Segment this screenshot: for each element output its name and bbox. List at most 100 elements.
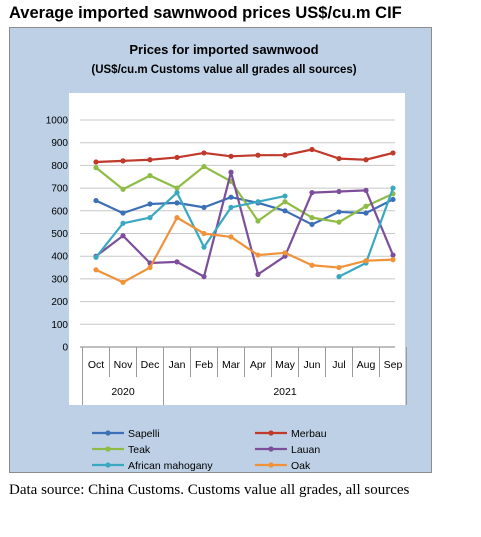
data-point-oak xyxy=(282,250,288,256)
series-line-teak xyxy=(95,165,394,224)
data-point-teak xyxy=(282,199,288,205)
y-tick-label: 400 xyxy=(51,252,68,263)
data-point-merbau xyxy=(93,159,99,165)
series-line-lauan xyxy=(95,171,395,278)
data-point-teak xyxy=(120,186,126,192)
legend-marker xyxy=(105,430,111,436)
data-point-merbau xyxy=(147,157,153,163)
series-layer xyxy=(93,146,396,285)
y-tick-label: 500 xyxy=(51,229,68,240)
data-point-lauan xyxy=(390,252,396,258)
page-title: Average imported sawnwood prices US$/cu.… xyxy=(9,4,402,22)
chart-panel: Prices for imported sawnwood (US$/cu.m C… xyxy=(9,27,432,473)
legend-marker xyxy=(268,446,274,452)
data-point-teak xyxy=(201,163,207,170)
data-point-oak xyxy=(309,262,315,268)
x-tick-label: May xyxy=(275,359,296,371)
gridlines xyxy=(80,119,395,325)
series-teak xyxy=(93,163,396,225)
data-point-merbau xyxy=(390,150,396,156)
data-point-oak xyxy=(93,267,99,273)
x-tick-label: Aug xyxy=(357,359,376,371)
data-point-oak xyxy=(147,264,153,271)
data-point-lauan xyxy=(363,187,369,193)
data-point-sapelli xyxy=(336,209,342,215)
data-point-oak xyxy=(336,264,342,271)
year-label: 2021 xyxy=(273,386,297,398)
legend-item-lauan: Lauan xyxy=(255,444,320,456)
chart-subtitle: (US$/cu.m Customs value all grades all s… xyxy=(91,64,356,76)
data-point-african-mahogany xyxy=(282,193,288,199)
x-tick-label: Jan xyxy=(169,359,186,371)
year-label: 2020 xyxy=(111,386,135,398)
data-point-african-mahogany xyxy=(336,274,342,280)
data-point-oak xyxy=(363,258,369,264)
data-point-african-mahogany xyxy=(390,185,396,191)
legend-label: Sapelli xyxy=(128,428,160,440)
chart-title: Prices for imported sawnwood xyxy=(129,42,318,57)
axes: 0 100 200 300 400 500 600 700 800 900 1000 Oct Nov De… xyxy=(46,116,407,405)
legend-marker xyxy=(105,446,111,452)
y-tick-label: 900 xyxy=(51,138,68,149)
x-tick-label: Mar xyxy=(222,359,241,371)
data-point-lauan xyxy=(174,259,180,265)
data-point-lauan xyxy=(336,188,342,195)
data-point-teak xyxy=(174,185,180,191)
series-line-oak xyxy=(95,216,394,284)
x-tick-label: Oct xyxy=(88,359,104,371)
legend-marker xyxy=(268,430,274,436)
data-point-african-mahogany xyxy=(228,204,234,210)
data-point-lauan xyxy=(255,271,261,277)
data-point-sapelli xyxy=(120,210,126,216)
legend-label: Teak xyxy=(128,444,151,456)
x-tick-label: Sep xyxy=(384,359,403,371)
line-chart: Prices for imported sawnwood (US$/cu.m C… xyxy=(46,42,407,472)
caption: Data source: China Customs. Customs valu… xyxy=(9,482,410,498)
data-point-merbau xyxy=(201,150,207,156)
legend: Sapelli Merbau Teak Lauan African mahogany Oa… xyxy=(92,428,327,472)
data-point-african-mahogany xyxy=(120,220,126,226)
y-tick-label: 600 xyxy=(51,206,68,217)
y-tick-label: 300 xyxy=(51,274,68,285)
legend-marker xyxy=(268,462,274,468)
data-point-african-mahogany xyxy=(93,254,99,260)
data-point-oak xyxy=(255,252,261,258)
legend-item-sapelli: Sapelli xyxy=(92,428,160,440)
data-point-teak xyxy=(336,219,342,225)
data-point-african-mahogany xyxy=(255,199,261,205)
data-point-lauan xyxy=(228,169,234,175)
data-point-sapelli xyxy=(228,194,234,200)
data-point-african-mahogany xyxy=(201,244,207,250)
legend-marker xyxy=(105,462,111,468)
data-point-merbau xyxy=(255,152,261,158)
x-tick-label: Feb xyxy=(195,359,213,371)
x-tick-label: Apr xyxy=(250,359,267,371)
data-point-sapelli xyxy=(201,204,207,210)
data-point-sapelli xyxy=(174,200,180,206)
data-point-teak xyxy=(147,173,153,179)
legend-item-oak: Oak xyxy=(255,460,311,472)
data-point-teak xyxy=(255,218,261,224)
legend-label: African mahogany xyxy=(128,460,213,472)
y-tick-label: 800 xyxy=(51,161,68,172)
data-point-sapelli xyxy=(309,221,315,228)
data-point-sapelli xyxy=(390,196,396,203)
data-point-lauan xyxy=(309,190,315,196)
series-line-merbau xyxy=(95,148,394,164)
y-tick-label: 0 xyxy=(62,343,68,354)
data-point-teak xyxy=(363,203,369,209)
y-tick-label: 100 xyxy=(51,320,68,331)
data-point-teak xyxy=(309,215,315,221)
series-oak xyxy=(93,215,396,285)
data-point-merbau xyxy=(228,153,234,159)
y-tick-label: 200 xyxy=(51,297,68,308)
data-point-oak xyxy=(201,230,207,237)
data-point-oak xyxy=(174,215,180,221)
data-point-oak xyxy=(120,279,126,285)
x-tick-label: Dec xyxy=(141,359,160,371)
data-point-merbau xyxy=(174,154,180,161)
data-point-merbau xyxy=(120,158,126,164)
legend-item-merbau: Merbau xyxy=(255,428,327,440)
data-point-sapelli xyxy=(147,201,153,207)
x-tick-label: Nov xyxy=(114,359,133,371)
